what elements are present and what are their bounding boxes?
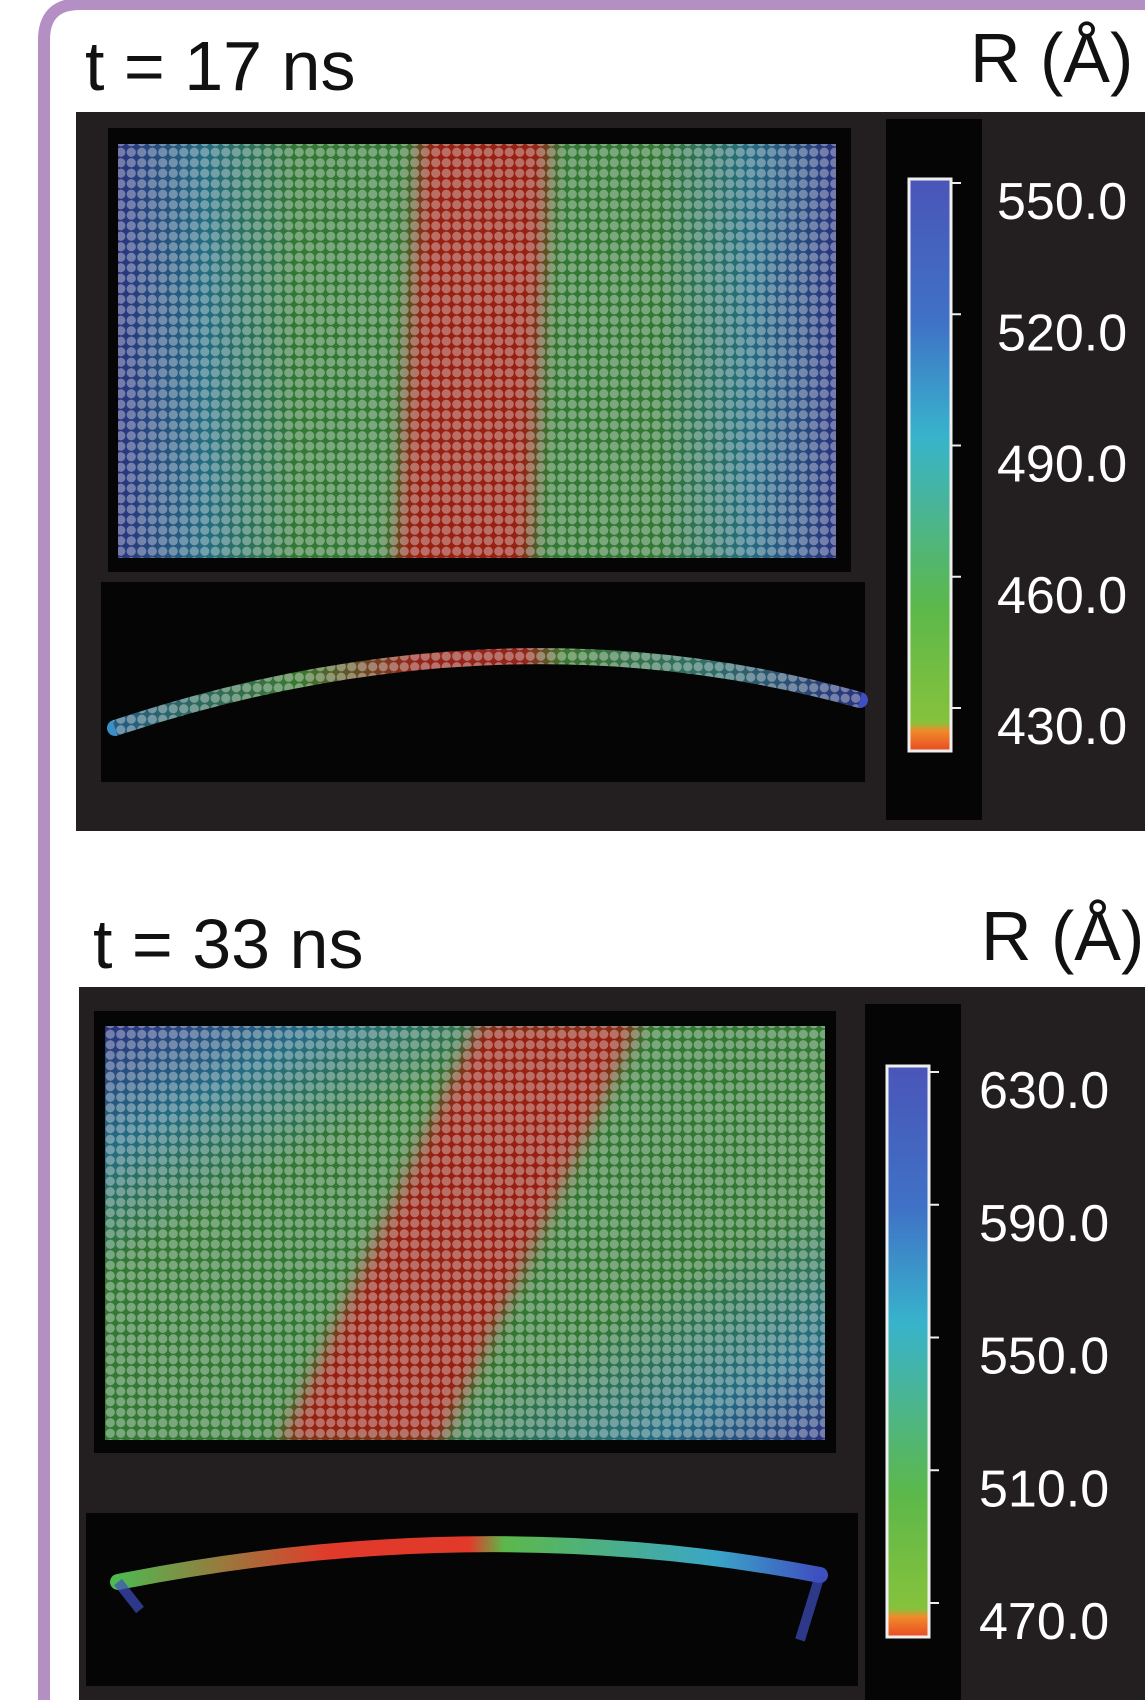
colorbar-title: R (Å) [970,19,1133,97]
colorbar-tick-label: 630.0 [979,1062,1109,1120]
colorbar-tick-label: 470.0 [979,1593,1109,1651]
time-label: t = 17 ns [85,27,355,105]
colorbar [907,177,953,753]
colorbar-tick-label: 490.0 [997,436,1127,494]
colorbar-tick-label: 510.0 [979,1460,1109,1518]
colorbar [885,1064,931,1639]
colorbar-tick-label: 550.0 [997,173,1127,231]
colorbar-tick-label: 590.0 [979,1195,1109,1253]
colorbar-tick-label: 460.0 [997,567,1127,625]
time-label: t = 33 ns [93,905,363,983]
colorbar-tick-label: 550.0 [979,1328,1109,1386]
colorbar-title: R (Å) [981,897,1144,975]
frame [38,0,1145,1700]
colorbar-tick-label: 430.0 [997,698,1127,756]
side-view [101,582,865,782]
colorbar-tick-label: 520.0 [997,304,1127,362]
